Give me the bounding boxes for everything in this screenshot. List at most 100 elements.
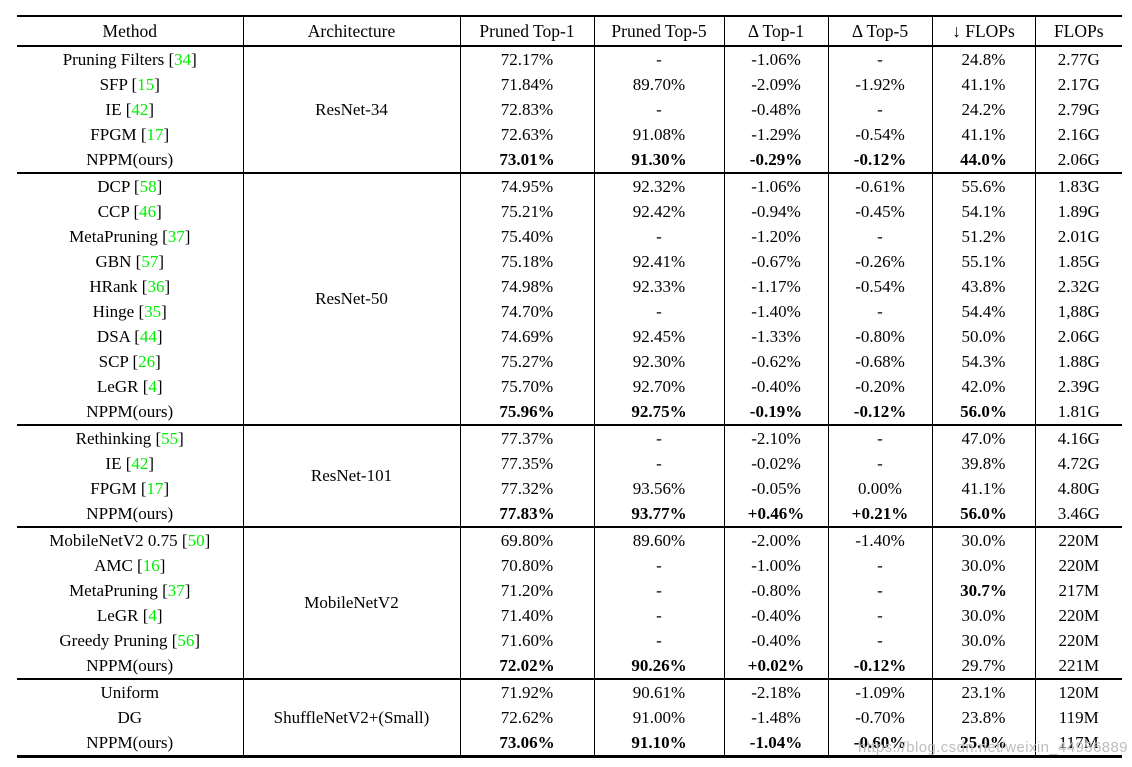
citation-number: 34	[174, 49, 192, 69]
value-cell: 71.60%	[459, 628, 594, 653]
value-cell: 74.98%	[459, 274, 594, 299]
value-cell: 4.16G	[1034, 424, 1122, 451]
value-cell: 117M	[1034, 730, 1122, 757]
table-row: NPPM(ours) 73.01% 91.30% -0.29% -0.12% 44.0% 2…	[17, 147, 1122, 173]
col-header-flops: FLOPs	[1034, 16, 1122, 47]
value-cell: -1.06%	[723, 172, 828, 199]
value-cell: 29.7%	[931, 653, 1035, 679]
method-cell: DG	[117, 707, 143, 727]
value-cell: 1.83G	[1034, 172, 1122, 199]
value-cell: -1.40%	[827, 526, 932, 553]
value-cell: 2.39G	[1034, 374, 1122, 399]
value-cell: 77.83%	[459, 501, 594, 527]
value-cell: 42.0%	[931, 374, 1035, 399]
value-cell: 91.00%	[593, 705, 724, 730]
col-header-architecture: Architecture	[242, 16, 460, 47]
value-cell: 2.17G	[1034, 72, 1122, 97]
value-cell: -1.29%	[723, 122, 828, 147]
col-header-delta-top5: Δ Top-5	[827, 16, 932, 47]
value-cell: 71.92%	[459, 678, 594, 705]
value-cell: -	[827, 628, 932, 653]
value-cell: -	[827, 578, 932, 603]
citation-number: 16	[142, 555, 160, 575]
method-cell: Greedy Pruning [56]	[59, 630, 201, 650]
value-cell: 93.77%	[593, 501, 724, 527]
value-cell: 221M	[1034, 653, 1122, 679]
value-cell: 56.0%	[931, 501, 1035, 527]
value-cell: 75.27%	[459, 349, 594, 374]
value-cell: 4.80G	[1034, 476, 1122, 501]
value-cell: -	[593, 424, 724, 451]
table-row: NPPM(ours) 72.02% 90.26% +0.02% -0.12% 29.7% 2…	[17, 653, 1122, 679]
value-cell: 90.61%	[593, 678, 724, 705]
value-cell: -1.06%	[723, 45, 828, 72]
value-cell: +0.21%	[827, 501, 932, 527]
architecture-cell: MobileNetV2	[242, 526, 460, 679]
method-cell: NPPM(ours)	[86, 503, 174, 523]
method-cell: MetaPruning [37]	[69, 580, 191, 600]
value-cell: 77.32%	[459, 476, 594, 501]
value-cell: 71.40%	[459, 603, 594, 628]
value-cell: 3.46G	[1034, 501, 1122, 527]
value-cell: 75.96%	[459, 399, 594, 425]
value-cell: 54.3%	[931, 349, 1035, 374]
method-cell: SCP [26]	[98, 351, 161, 371]
citation-number: 36	[147, 276, 165, 296]
method-cell: LeGR [4]	[96, 605, 163, 625]
architecture-cell: ResNet-101	[242, 424, 460, 527]
architecture-cell: ShuffleNetV2+(Small)	[242, 678, 460, 757]
results-table-body: Pruning Filters [34] ResNet-34 72.17% - -1.0…	[17, 45, 1122, 757]
value-cell: 72.63%	[459, 122, 594, 147]
value-cell: -0.54%	[827, 122, 932, 147]
value-cell: 54.1%	[931, 199, 1035, 224]
value-cell: 217M	[1034, 578, 1122, 603]
value-cell: 2.06G	[1034, 147, 1122, 173]
value-cell: -	[593, 45, 724, 72]
citation-number: 42	[131, 99, 149, 119]
value-cell: 0.00%	[827, 476, 932, 501]
value-cell: 30.0%	[931, 603, 1035, 628]
value-cell: 47.0%	[931, 424, 1035, 451]
value-cell: -1.09%	[827, 678, 932, 705]
value-cell: 2.16G	[1034, 122, 1122, 147]
citation-number: 42	[131, 453, 149, 473]
value-cell: 30.0%	[931, 526, 1035, 553]
value-cell: -	[827, 553, 932, 578]
table-row: DG 72.62% 91.00% -1.48% -0.70% 23.8% 119M	[17, 705, 1122, 730]
value-cell: 72.83%	[459, 97, 594, 122]
value-cell: 90.26%	[593, 653, 724, 679]
value-cell: -0.12%	[827, 653, 932, 679]
pruning-results-table: Method Architecture Pruned Top-1 Pruned …	[17, 15, 1122, 758]
citation-number: 15	[137, 74, 155, 94]
value-cell: -	[827, 451, 932, 476]
citation-number: 17	[146, 124, 164, 144]
table-row: Greedy Pruning [56] 71.60% - -0.40% -30.0% 22…	[17, 628, 1122, 653]
citation-number: 26	[138, 351, 156, 371]
table-row: LeGR [4] 71.40% - -0.40% -30.0% 220M	[17, 603, 1122, 628]
value-cell: 72.02%	[459, 653, 594, 679]
value-cell: -0.54%	[827, 274, 932, 299]
value-cell: 92.33%	[593, 274, 724, 299]
value-cell: 1.88G	[1034, 349, 1122, 374]
method-cell: Pruning Filters [34]	[17, 45, 243, 72]
value-cell: 41.1%	[931, 122, 1035, 147]
value-cell: 72.62%	[459, 705, 594, 730]
value-cell: -0.48%	[723, 97, 828, 122]
value-cell: 220M	[1034, 553, 1122, 578]
header-row: Method Architecture Pruned Top-1 Pruned …	[17, 16, 1122, 47]
value-cell: -2.09%	[723, 72, 828, 97]
value-cell: -	[593, 553, 724, 578]
table-row: GBN [57] 75.18% 92.41% -0.67% -0.26% 55.1% 1.8…	[17, 249, 1122, 274]
architecture-cell: ResNet-50	[242, 172, 460, 425]
table-row: DSA [44] 74.69% 92.45% -1.33% -0.80% 50.0% 2.0…	[17, 324, 1122, 349]
value-cell: 92.41%	[593, 249, 724, 274]
method-cell: SFP [15]	[99, 74, 160, 94]
value-cell: -0.62%	[723, 349, 828, 374]
value-cell: 74.95%	[459, 172, 594, 199]
value-cell: -0.19%	[723, 399, 828, 425]
value-cell: 93.56%	[593, 476, 724, 501]
method-cell: DSA [44]	[96, 326, 163, 346]
value-cell: 73.06%	[459, 730, 594, 757]
citation-number: 55	[161, 428, 179, 448]
method-cell: FPGM [17]	[90, 124, 170, 144]
